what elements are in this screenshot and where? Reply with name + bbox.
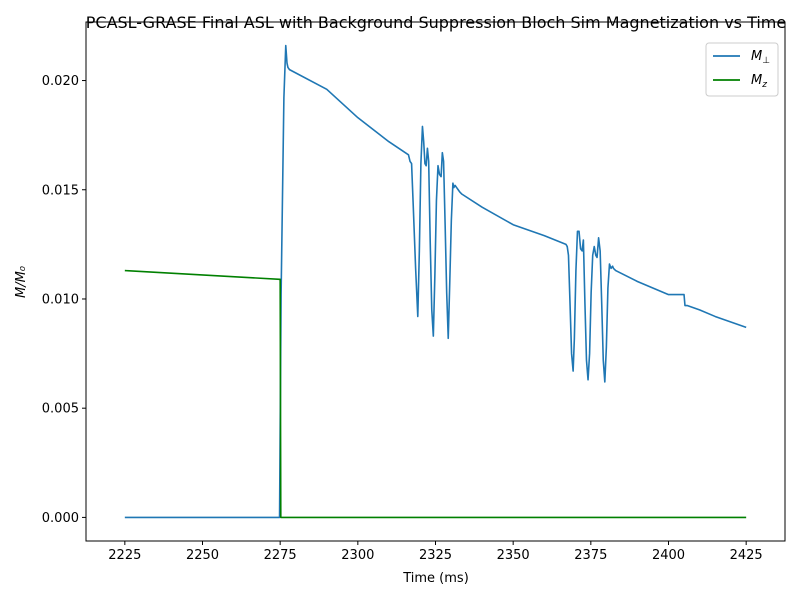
- x-tick-label: 2325: [419, 548, 452, 563]
- x-tick-label: 2225: [108, 548, 141, 563]
- y-tick-label: 0.010: [42, 292, 79, 307]
- x-tick-label: 2275: [264, 548, 297, 563]
- legend: M⊥Mz: [705, 42, 779, 97]
- series-line-0: [124, 44, 747, 519]
- series-line-1: [124, 269, 747, 519]
- y-tick-label: 0.020: [42, 74, 79, 89]
- plot-area: [124, 44, 747, 519]
- y-axis-label: M/M₀: [14, 265, 29, 298]
- x-axis-ticks: 2225 2250 2275 2300 2325 2350 2375 2400 2425: [108, 541, 763, 563]
- x-tick-label: 2400: [652, 548, 685, 563]
- x-tick-label: 2250: [186, 548, 219, 563]
- legend-box: [705, 42, 779, 97]
- x-tick-label: 2375: [574, 548, 607, 563]
- y-tick-label: 0.005: [42, 402, 79, 417]
- y-axis-ticks: 0.000 0.005 0.010 0.015 0.020: [42, 74, 86, 526]
- x-tick-label: 2300: [341, 548, 374, 563]
- y-tick-label: 0.015: [42, 183, 79, 198]
- y-tick-label: 0.000: [42, 511, 79, 526]
- x-tick-label: 2425: [730, 548, 763, 563]
- x-tick-label: 2350: [497, 548, 530, 563]
- x-axis-label: Time (ms): [402, 571, 469, 586]
